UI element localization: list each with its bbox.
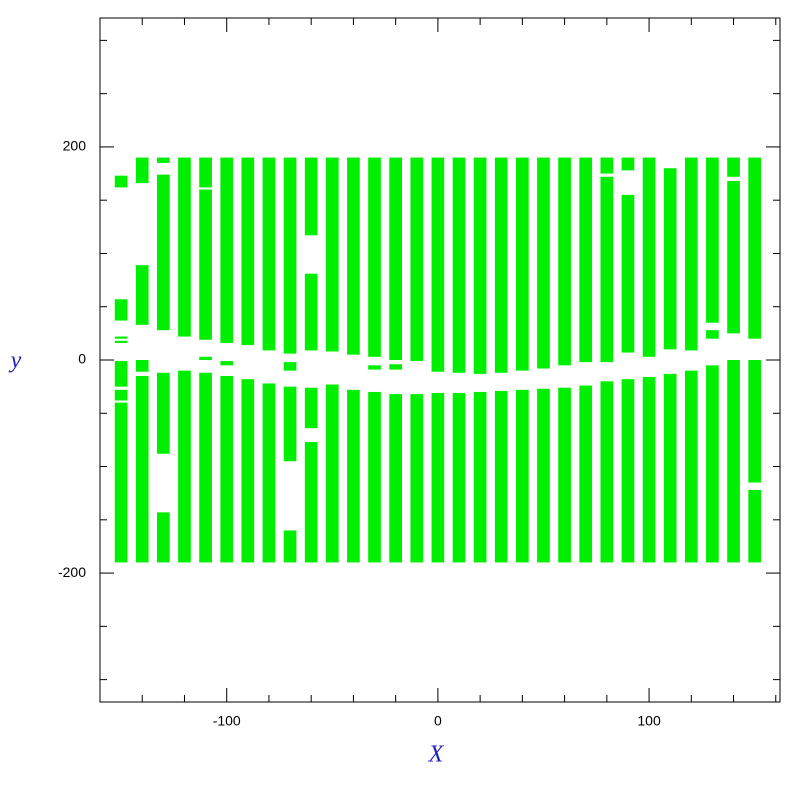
strip-segment xyxy=(748,360,761,483)
strip-segment xyxy=(431,157,445,372)
strip-segment xyxy=(368,157,381,357)
strip-segment xyxy=(642,377,656,563)
strip-segment xyxy=(283,362,297,371)
strip-segment xyxy=(304,273,318,351)
strip-segment xyxy=(621,194,635,353)
strip-segment xyxy=(220,361,234,366)
y-tick-label: 0 xyxy=(78,351,86,367)
strip-segment xyxy=(579,157,593,363)
strip-segment xyxy=(642,157,656,357)
strip-segment xyxy=(663,373,677,563)
strip-segment xyxy=(241,157,255,346)
x-tick-label: 0 xyxy=(434,713,442,729)
x-tick-label: 100 xyxy=(637,713,661,729)
strip-segment xyxy=(135,265,149,325)
y-tick-label: -200 xyxy=(58,564,86,580)
strip-segment xyxy=(283,530,297,563)
strip-segment xyxy=(494,157,508,373)
strip-segment xyxy=(114,299,128,321)
strip-segment xyxy=(199,356,212,360)
strip-segment xyxy=(304,442,318,563)
strip-segment xyxy=(558,157,571,366)
strip-segment xyxy=(325,157,339,352)
strip-segment xyxy=(558,387,571,563)
strip-segment xyxy=(494,390,508,563)
strip-segment xyxy=(600,381,614,563)
strip-segment xyxy=(473,391,487,563)
strip-segment xyxy=(241,379,255,563)
strip-segment xyxy=(220,157,234,343)
strip-segment xyxy=(473,157,487,374)
strip-segment xyxy=(178,370,191,563)
strip-segment xyxy=(304,387,318,429)
strip-segment xyxy=(579,385,593,563)
strip-segment xyxy=(684,157,698,351)
strip-segment xyxy=(748,157,761,339)
strip-segment xyxy=(452,157,466,373)
strip-segment xyxy=(114,361,128,387)
strip-segment xyxy=(410,394,424,563)
strip-segment xyxy=(537,157,550,369)
y-tick-label: 200 xyxy=(63,138,87,154)
strip-segment xyxy=(325,384,339,563)
strip-segment xyxy=(135,360,149,372)
strip-segment xyxy=(516,157,529,371)
strip-segment xyxy=(262,157,276,351)
strip-segment xyxy=(706,330,719,339)
y-axis-title: y xyxy=(9,348,22,374)
strip-segment xyxy=(157,174,170,331)
strip-segment xyxy=(114,336,128,339)
strip-segment xyxy=(663,168,677,350)
strip-segment xyxy=(706,365,719,563)
strip-segment xyxy=(600,176,614,363)
strip-segment xyxy=(157,372,170,454)
strip-segment xyxy=(347,389,360,563)
strip-segment xyxy=(283,157,297,354)
strip-segment xyxy=(727,360,740,563)
strip-segment xyxy=(114,340,128,343)
strip-segment xyxy=(748,489,761,563)
strip-segment xyxy=(199,372,212,563)
strip-segment xyxy=(114,389,128,401)
strip-segment xyxy=(600,157,614,174)
strip-segment xyxy=(621,157,635,171)
strip-segment xyxy=(389,157,402,360)
strip-segment xyxy=(389,364,402,370)
strip-segment xyxy=(452,393,466,563)
strip-segment xyxy=(114,175,128,188)
strip-segment xyxy=(516,389,529,563)
strip-segment xyxy=(431,393,445,563)
strip-segment xyxy=(706,157,719,323)
strip-segment xyxy=(199,189,212,340)
strip-segment xyxy=(157,512,170,563)
strip-segment xyxy=(727,157,740,177)
strip-segment xyxy=(410,157,424,362)
strip-segment xyxy=(262,383,276,563)
strip-segment xyxy=(283,386,297,462)
strip-segment xyxy=(347,157,360,355)
strip-segment xyxy=(114,402,128,563)
strip-segment xyxy=(178,157,191,337)
x-tick-label: -100 xyxy=(213,713,241,729)
strip-segment xyxy=(368,365,381,370)
strip-segment xyxy=(304,157,318,236)
strip-segment xyxy=(537,388,550,563)
strip-segment xyxy=(199,157,212,188)
x-axis-title: X xyxy=(428,742,445,768)
strip-segment xyxy=(368,391,381,563)
strip-segment xyxy=(220,375,234,563)
strip-segment xyxy=(135,375,149,563)
strip-segment xyxy=(727,181,740,334)
strip-segment xyxy=(621,379,635,563)
strip-segment xyxy=(684,370,698,563)
strip-segment xyxy=(389,394,402,563)
strip-segment xyxy=(157,157,170,163)
strip-segment xyxy=(135,157,149,184)
